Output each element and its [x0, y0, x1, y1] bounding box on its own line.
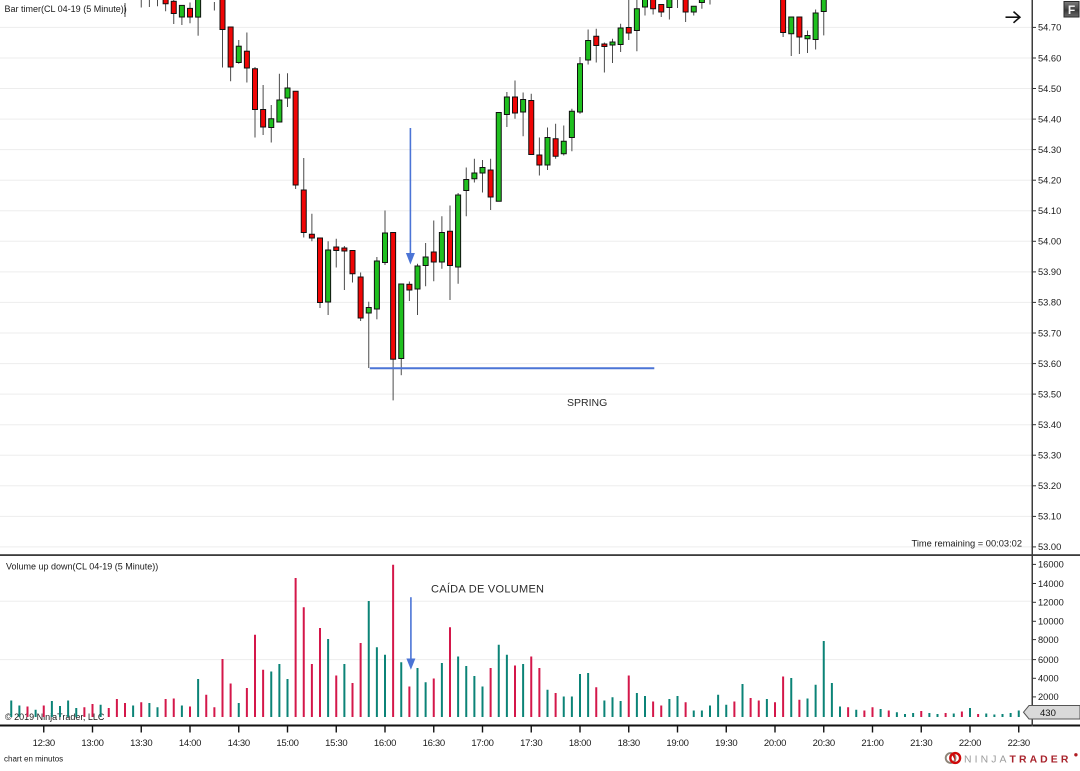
svg-text:18:30: 18:30 — [618, 738, 640, 749]
svg-text:SPRING: SPRING — [567, 397, 607, 409]
svg-text:4000: 4000 — [1038, 674, 1059, 684]
svg-text:54.30: 54.30 — [1038, 145, 1061, 155]
svg-text:15:30: 15:30 — [325, 738, 347, 749]
svg-text:12:30: 12:30 — [33, 738, 55, 749]
svg-text:53.10: 53.10 — [1038, 512, 1061, 522]
svg-text:53.20: 53.20 — [1038, 481, 1061, 491]
svg-text:17:00: 17:00 — [471, 738, 493, 749]
svg-text:54.70: 54.70 — [1038, 23, 1061, 33]
svg-text:F: F — [1068, 3, 1075, 17]
svg-text:19:30: 19:30 — [715, 738, 737, 749]
svg-text:16:00: 16:00 — [374, 738, 396, 749]
svg-text:20:00: 20:00 — [764, 738, 786, 749]
svg-text:53.40: 53.40 — [1038, 420, 1061, 430]
svg-text:12000: 12000 — [1038, 598, 1064, 608]
svg-text:Time remaining = 00:03:02: Time remaining = 00:03:02 — [911, 539, 1022, 549]
svg-text:Bar timer(CL 04-19 (5 Minute)): Bar timer(CL 04-19 (5 Minute)) — [5, 4, 127, 14]
svg-text:CAÍDA DE VOLUMEN: CAÍDA DE VOLUMEN — [431, 583, 544, 596]
svg-text:10000: 10000 — [1038, 617, 1064, 627]
svg-text:16000: 16000 — [1038, 560, 1064, 570]
svg-text:430: 430 — [1040, 708, 1056, 719]
svg-text:19:00: 19:00 — [666, 738, 688, 749]
svg-text:21:00: 21:00 — [861, 738, 883, 749]
svg-text:54.10: 54.10 — [1038, 206, 1061, 216]
svg-text:21:30: 21:30 — [910, 738, 932, 749]
svg-text:14000: 14000 — [1038, 579, 1064, 589]
svg-text:Volume up down(CL 04-19 (5 Min: Volume up down(CL 04-19 (5 Minute)) — [6, 562, 158, 572]
svg-text:53.70: 53.70 — [1038, 328, 1061, 338]
svg-text:54.50: 54.50 — [1038, 84, 1061, 94]
svg-text:14:30: 14:30 — [228, 738, 250, 749]
svg-text:© 2019 NinjaTrader, LLC: © 2019 NinjaTrader, LLC — [5, 712, 105, 722]
svg-text:53.90: 53.90 — [1038, 267, 1061, 277]
svg-text:13:30: 13:30 — [130, 738, 152, 749]
svg-text:53.60: 53.60 — [1038, 359, 1061, 369]
svg-text:NINJATRADER: NINJATRADER — [964, 755, 1071, 766]
svg-text:53.50: 53.50 — [1038, 389, 1061, 399]
svg-text:15:00: 15:00 — [276, 738, 298, 749]
svg-text:14:00: 14:00 — [179, 738, 201, 749]
svg-text:54.00: 54.00 — [1038, 237, 1061, 247]
svg-text:53.80: 53.80 — [1038, 298, 1061, 308]
svg-text:8000: 8000 — [1038, 635, 1059, 645]
svg-text:54.20: 54.20 — [1038, 176, 1061, 186]
svg-text:20:30: 20:30 — [813, 738, 835, 749]
svg-text:22:30: 22:30 — [1008, 738, 1030, 749]
svg-text:18:00: 18:00 — [569, 738, 591, 749]
svg-text:17:30: 17:30 — [520, 738, 542, 749]
svg-text:54.40: 54.40 — [1038, 114, 1061, 124]
svg-text:22:00: 22:00 — [959, 738, 981, 749]
svg-text:16:30: 16:30 — [423, 738, 445, 749]
svg-text:54.60: 54.60 — [1038, 53, 1061, 63]
svg-text:53.30: 53.30 — [1038, 451, 1061, 461]
svg-text:6000: 6000 — [1038, 655, 1059, 665]
svg-text:13:00: 13:00 — [81, 738, 103, 749]
svg-text:53.00: 53.00 — [1038, 542, 1061, 552]
svg-text:2000: 2000 — [1038, 692, 1059, 702]
svg-text:chart en minutos: chart en minutos — [4, 755, 63, 764]
